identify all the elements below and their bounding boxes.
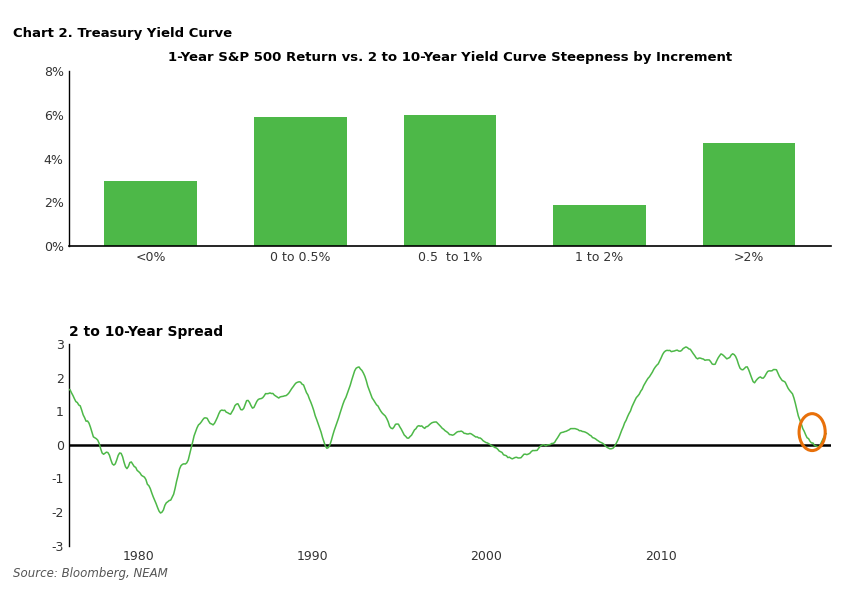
Bar xyxy=(703,144,795,246)
Text: 2 to 10-Year Spread: 2 to 10-Year Spread xyxy=(69,325,223,339)
Text: Source: Bloomberg, NEAM: Source: Bloomberg, NEAM xyxy=(13,567,168,580)
Title: 1-Year S&P 500 Return vs. 2 to 10-Year Yield Curve Steepness by Increment: 1-Year S&P 500 Return vs. 2 to 10-Year Y… xyxy=(168,52,732,65)
Bar xyxy=(404,115,496,246)
Bar xyxy=(553,205,646,246)
Text: Chart 2. Treasury Yield Curve: Chart 2. Treasury Yield Curve xyxy=(13,27,232,40)
Bar xyxy=(105,181,197,246)
Bar xyxy=(254,117,347,246)
